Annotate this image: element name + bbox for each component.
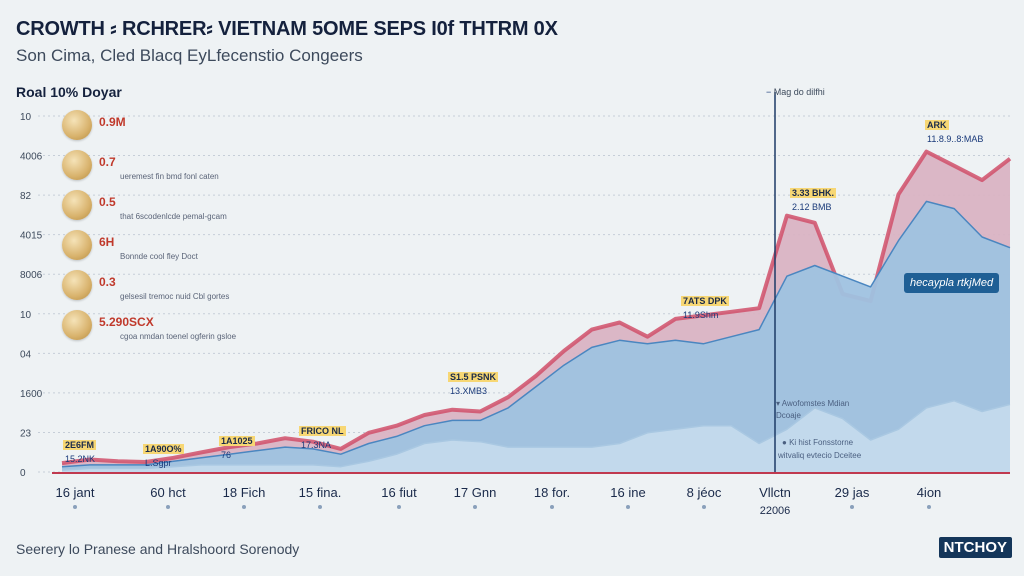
x-tick-label: 15 fina. <box>299 485 342 500</box>
series-area-1 <box>62 201 1010 472</box>
y-tick-label: 8006 <box>20 270 43 281</box>
x-tick-dot <box>702 505 706 509</box>
coin-icon <box>62 270 92 300</box>
y-tick-label: 4015 <box>20 231 43 242</box>
callout-value: 2.12 BMB <box>792 202 832 212</box>
coin-icon <box>62 310 92 340</box>
callout-value: 11.9Shm <box>683 310 719 320</box>
note-bullet-icon: ▾ <box>776 399 782 408</box>
callout-label: 1A90O% <box>143 444 184 454</box>
x-tick-dot <box>927 505 931 509</box>
y-tick-label: 4006 <box>20 152 43 163</box>
x-tick-dot <box>318 505 322 509</box>
note: Dcoaje <box>776 411 801 420</box>
coin-description: cgoa nmdan toenel ogferin gsloe <box>120 332 237 341</box>
callout-value: 13.XMB3 <box>450 386 488 396</box>
x-tick-dot <box>626 505 630 509</box>
x-tick-dot <box>397 505 401 509</box>
note: witvaliq evtecio Dceitee <box>778 451 862 460</box>
callout-label: ARK <box>925 120 949 130</box>
x-tick-label-sub: 22006 <box>760 505 791 517</box>
coin-value: 0.7 <box>99 155 116 169</box>
marker-label: − Mag do dilfhi <box>766 87 825 97</box>
note: ● Ki hist Fonsstorne <box>782 438 853 447</box>
brand-logo: NTCHOY <box>938 537 1012 558</box>
series-line-1 <box>61 200 1011 468</box>
y-tick-label: 1600 <box>20 389 43 400</box>
x-tick-label: 17 Gnn <box>454 485 497 500</box>
callout-label: 2E6FM <box>63 440 97 450</box>
coin-description: Bonnde cool fley Doct <box>120 252 198 261</box>
coin-value: 0.9M <box>99 115 126 129</box>
coin-description: ueremest fin bmd fonl caten <box>120 172 219 181</box>
x-tick-label: 18 Fich <box>223 485 266 500</box>
x-tick-dot <box>850 505 854 509</box>
x-tick-label: 16 jant <box>55 485 94 500</box>
y-tick-label: 82 <box>20 191 32 202</box>
footer-source: Seerery lo Pranese and Hralshoord Soreno… <box>16 541 300 557</box>
chart-title: CROWTH ⸗ RCHRER⸗ VIETNAM 5OME SEPS I0f T… <box>16 18 558 40</box>
note: ▾ Awofomstes Mdian <box>776 399 849 408</box>
annotation-box: hecaypla rtkjMed <box>904 273 1000 293</box>
x-tick-dot <box>166 505 170 509</box>
y-tick-label: 0 <box>20 468 26 479</box>
callout-value: 11.8.9..8:MAB <box>927 134 984 144</box>
note-text: Awofomstes Mdian <box>781 399 850 408</box>
x-tick-label: 60 hct <box>150 485 186 500</box>
series-area-2 <box>62 400 1010 472</box>
x-tick-label: 18 for. <box>534 485 570 500</box>
callout-label: FRICO NL <box>299 426 346 436</box>
y-tick-label: 04 <box>20 349 32 360</box>
note-text: Ki hist Fonsstorne <box>789 438 854 447</box>
callout-label: 7ATS DPK <box>681 296 729 306</box>
series-line-2 <box>61 400 1011 471</box>
x-tick-label: 29 jas <box>835 485 870 500</box>
y-axis-label: Roal 10% Doyar <box>16 84 122 100</box>
x-tick-label: 16 ine <box>610 485 645 500</box>
marker-label-text: Mag do dilfhi <box>773 87 825 97</box>
callout-label: S1.5 PSNK <box>448 372 499 382</box>
callout-label: 1A1025 <box>219 436 255 446</box>
x-tick-dot <box>550 505 554 509</box>
callout-value: 17.3NA <box>301 440 332 450</box>
coin-icon <box>62 190 92 220</box>
callout-label: 3.33 BHK. <box>790 188 837 198</box>
x-tick-label: 8 jéoc <box>687 485 722 500</box>
x-tick-dot <box>242 505 246 509</box>
coin-icon <box>62 110 92 140</box>
coin-value: 0.3 <box>99 275 116 289</box>
callout-value: L.Sgpr <box>145 458 172 468</box>
y-tick-label: 10 <box>20 310 32 321</box>
coin-value: 6H <box>99 235 115 249</box>
coin-icon <box>62 150 92 180</box>
callout-value: 15.2NK <box>65 454 96 464</box>
coin-description: gelsesil tremoc nuid Cbl gortes <box>120 292 230 301</box>
x-tick-label: 4ion <box>917 485 942 500</box>
y-tick-label: 10 <box>20 112 32 123</box>
coin-description: that 6scodenlcde pemal-gcam <box>120 212 227 221</box>
x-tick-label: 16 fiut <box>381 485 417 500</box>
callout-value: 76 <box>221 450 232 460</box>
coin-icon <box>62 230 92 260</box>
x-tick-label: Vllctn <box>759 485 791 500</box>
coin-value: 0.5 <box>99 195 116 209</box>
chart-subtitle: Son Cima, Cled Blacq EyLfecenstio Congee… <box>16 46 363 65</box>
note-bullet-icon: ● <box>782 438 790 447</box>
y-tick-label: 23 <box>20 428 32 439</box>
x-tick-dot <box>73 505 77 509</box>
coin-value: 5.290SCX <box>99 315 154 329</box>
x-tick-dot <box>473 505 477 509</box>
